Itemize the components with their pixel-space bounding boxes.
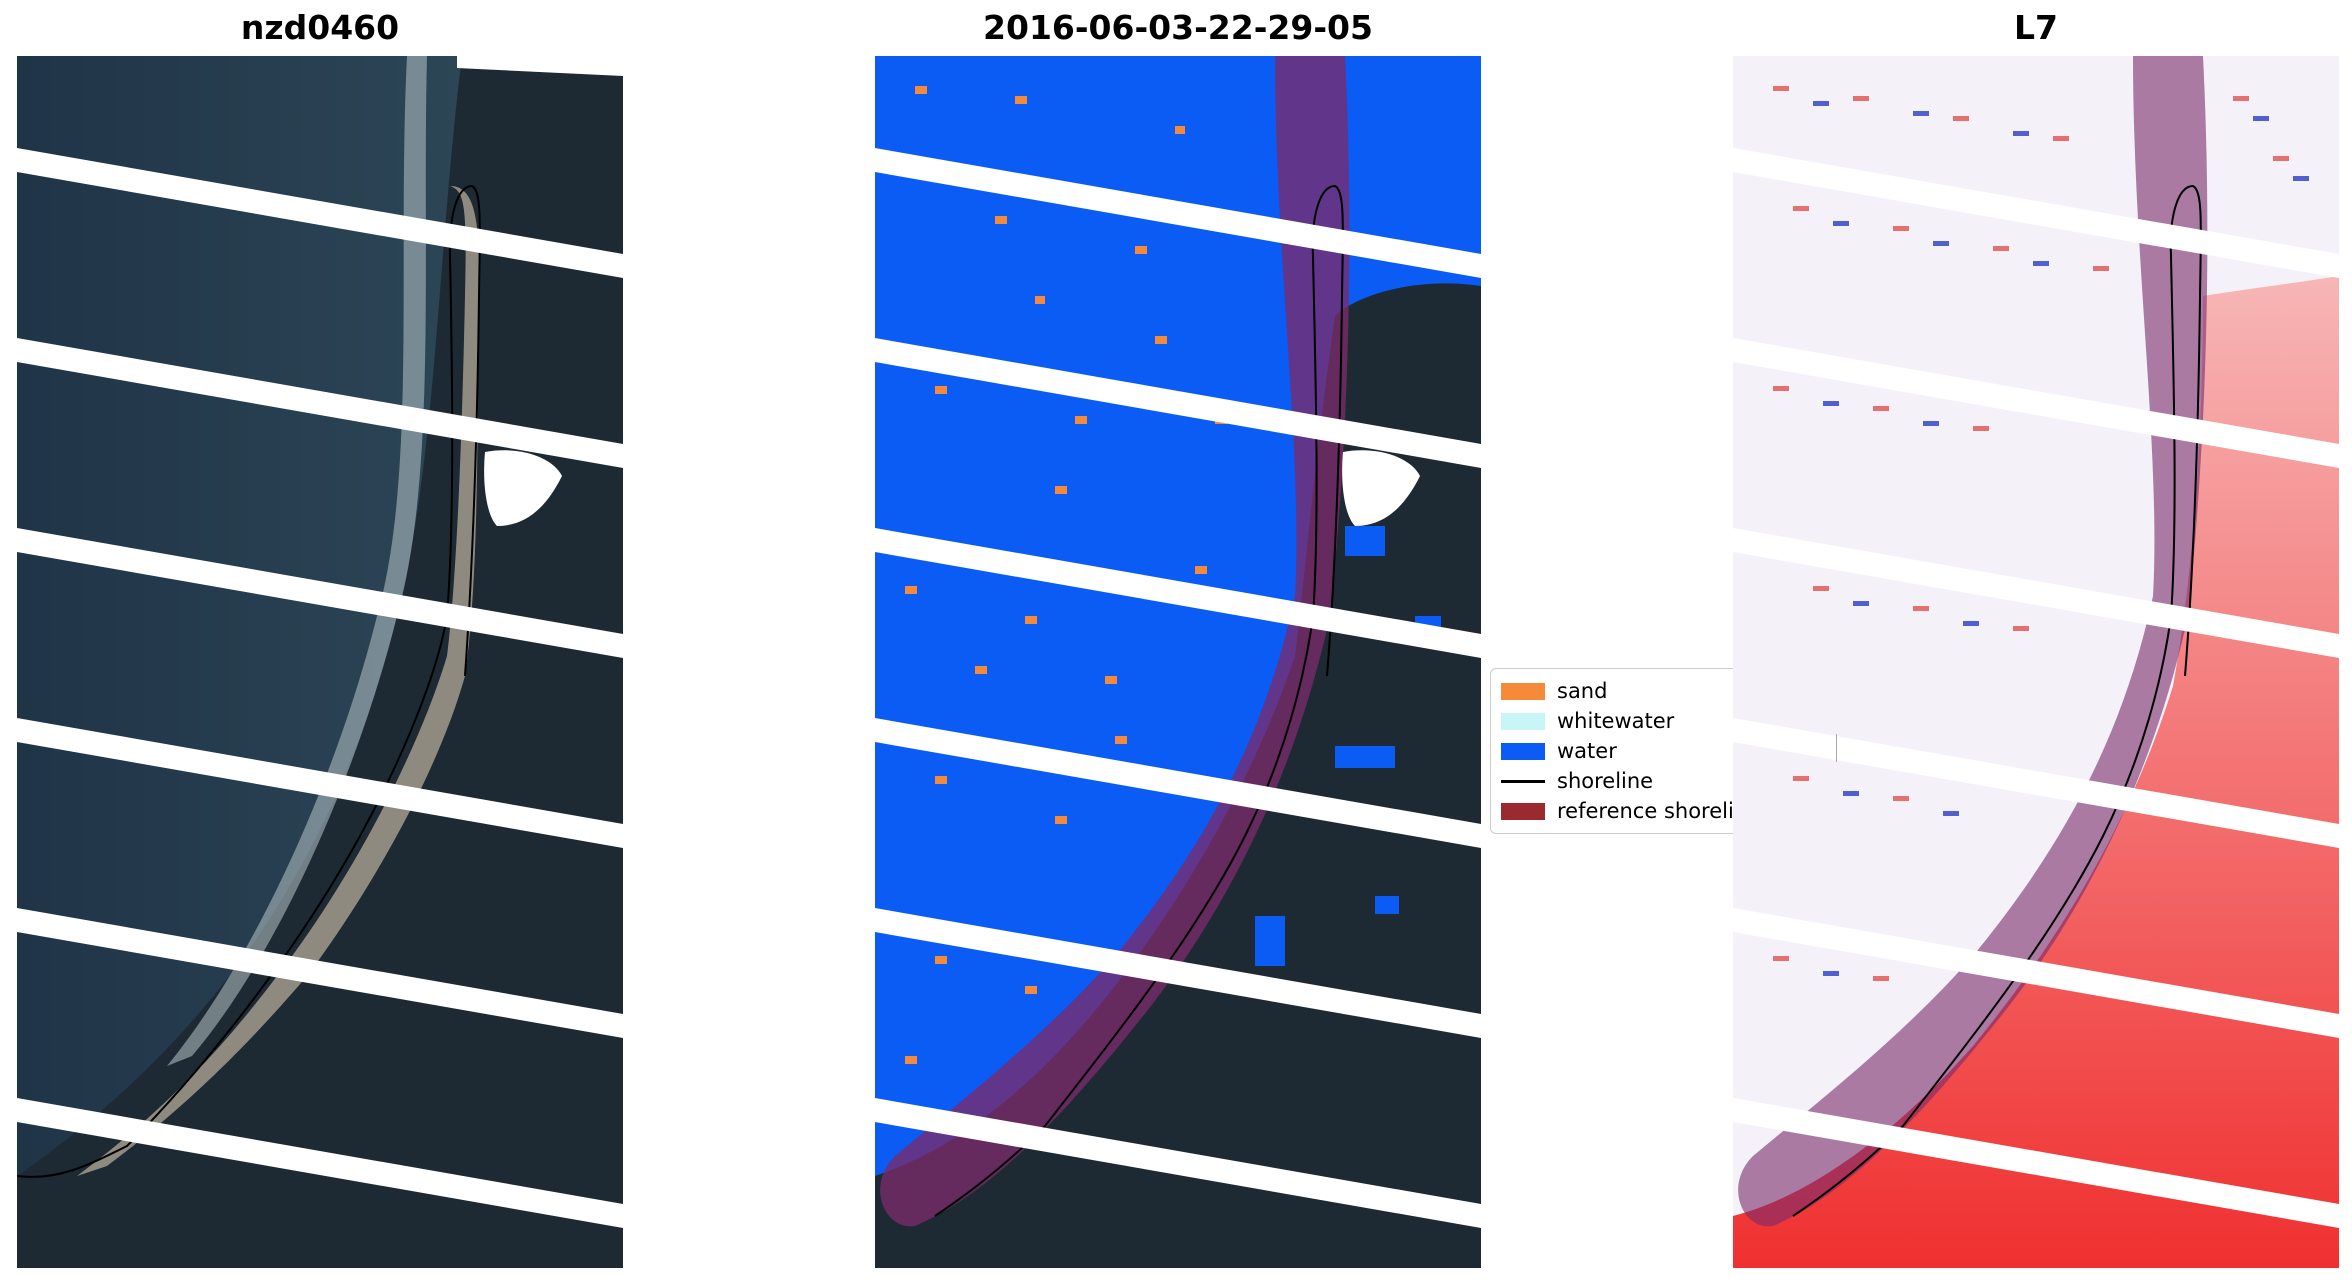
- sand-beach: [77, 186, 480, 1176]
- sand-class-pixels: [905, 86, 1227, 1064]
- scan-gaps: [1733, 148, 2339, 1228]
- legend-swatch-whitewater: [1501, 712, 1545, 730]
- panel-title-index: L7: [2014, 8, 2058, 47]
- reference-buffer: [880, 56, 1350, 1227]
- legend-label-water: water: [1557, 739, 1617, 763]
- legend: sand whitewater water shoreline referenc…: [1490, 668, 1738, 834]
- scan-gaps: [875, 148, 1481, 1228]
- legend-line-shoreline: [1501, 779, 1545, 783]
- reference-buffer: [1738, 56, 2208, 1227]
- classified-image: [875, 56, 1481, 1268]
- legend-swatch-reference-shoreline: [1501, 802, 1545, 820]
- water-index-texture: [1773, 86, 2309, 981]
- shoreline: [1792, 184, 2202, 1217]
- panel-title-rgb: nzd0460: [240, 8, 400, 47]
- panel-title-classified: 2016-06-03-22-29-05: [983, 8, 1373, 47]
- tick-mark: [1836, 734, 1837, 762]
- rgb-image-panel: [17, 56, 623, 1268]
- legend-label-whitewater: whitewater: [1557, 709, 1675, 733]
- legend-label-sand: sand: [1557, 679, 1608, 703]
- legend-item-water: water: [1501, 737, 1617, 765]
- land-index-area: [1733, 276, 2339, 1268]
- legend-item-sand: sand: [1501, 677, 1607, 705]
- legend-label-reference-shoreline: reference shoreli: [1557, 799, 1734, 823]
- legend-swatch-sand: [1501, 682, 1545, 700]
- legend-label-shoreline: shoreline: [1557, 769, 1654, 793]
- classified-image-panel: [875, 56, 1481, 1268]
- ocean-area: [17, 56, 462, 1176]
- legend-item-reference-shoreline: reference shoreli: [1501, 797, 1734, 825]
- surf-zone: [167, 56, 427, 1066]
- legend-swatch-water: [1501, 742, 1545, 760]
- shoreline: [17, 184, 481, 1178]
- rgb-image: [17, 56, 623, 1268]
- legend-item-shoreline: shoreline: [1501, 767, 1653, 795]
- index-image: [1733, 56, 2339, 1268]
- shoreline: [934, 184, 1344, 1217]
- scan-gaps: [17, 56, 623, 1228]
- masked-cloud: [484, 450, 562, 526]
- legend-item-whitewater: whitewater: [1501, 707, 1674, 735]
- index-image-panel: [1733, 56, 2339, 1268]
